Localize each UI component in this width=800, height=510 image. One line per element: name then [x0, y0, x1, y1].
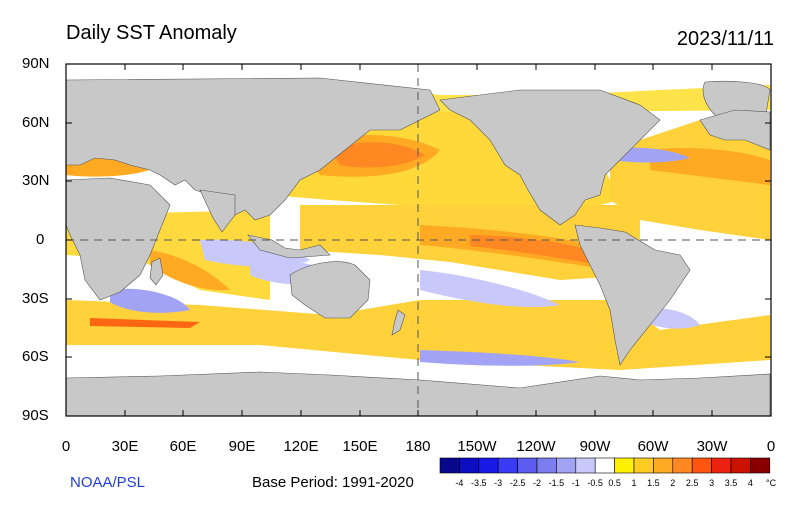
lon-label-90w: 90W	[579, 438, 611, 455]
base-period-label: Base Period: 1991-2020	[252, 474, 414, 491]
scandinavia-landmass	[699, 109, 771, 151]
lat-label-0: 0	[36, 231, 45, 248]
lon-label-120e: 120E	[283, 438, 319, 455]
madagascar-landmass	[149, 257, 164, 286]
colorbar-tick-label: -2	[532, 478, 541, 488]
lat-label-30n: 30N	[22, 172, 50, 189]
lon-label-180: 180	[405, 438, 431, 455]
lat-label-90n: 90N	[22, 55, 50, 72]
colorbar-swatch	[478, 457, 499, 474]
colorbar-swatch	[517, 457, 538, 474]
lon-label-150w: 150W	[457, 438, 497, 455]
colorbar-tick-label: 1	[631, 478, 637, 488]
colorbar-swatch	[691, 457, 712, 474]
colorbar-swatch	[614, 457, 635, 474]
australia-landmass	[289, 261, 371, 319]
colorbar-tick-label: 3	[709, 478, 715, 488]
lon-label-30w: 30W	[696, 438, 728, 455]
colorbar-tick-label: -1.5	[548, 478, 565, 488]
colorbar-swatch	[594, 457, 615, 474]
colorbar-tick-label: -3.5	[471, 478, 487, 488]
africa-landmass	[66, 177, 171, 301]
lon-label-0-right: 0	[766, 438, 776, 455]
new-zealand-landmass	[391, 309, 406, 336]
map-title: Daily SST Anomaly	[66, 22, 237, 44]
north-america-landmass	[439, 89, 661, 226]
colorbar-tick-label: 3.5	[724, 478, 738, 488]
colorbar-swatch	[459, 457, 480, 474]
indonesia-landmass	[247, 234, 331, 259]
colorbar-swatch	[711, 457, 732, 474]
colorbar-tick-label: 2.5	[685, 478, 699, 488]
colorbar-tick-label: 4	[747, 478, 753, 488]
lon-ticks	[65, 64, 772, 416]
colorbar-swatch	[653, 457, 674, 474]
colorbar-swatch	[497, 457, 518, 474]
colorbar-swatch	[536, 457, 557, 474]
colorbar-swatch	[633, 457, 654, 474]
colorbar-tick-label: 2	[670, 478, 676, 488]
credit-label: NOAA/PSL	[70, 474, 146, 491]
colorbar-swatch	[575, 457, 596, 474]
lat-label-30s: 30S	[22, 290, 49, 307]
colorbar-swatch	[750, 457, 771, 474]
lon-label-150e: 150E	[342, 438, 378, 455]
colorbar-unit: °C	[766, 478, 777, 488]
lon-label-0-left: 0	[61, 438, 71, 455]
colorbar-swatch	[439, 457, 460, 474]
colorbar-tick-label: -4	[455, 478, 464, 488]
lon-label-60w: 60W	[637, 438, 669, 455]
colorbar-tick-label: -2.5	[509, 478, 526, 488]
colorbar-tick-label: -1	[571, 478, 580, 488]
colorbar-tick-label: -0.5	[587, 478, 603, 488]
lat-label-60s: 60S	[22, 348, 49, 365]
colorbar-tick-label: 1.5	[647, 478, 660, 488]
lon-label-90e: 90E	[228, 438, 256, 455]
lat-label-90s: 90S	[22, 407, 49, 424]
colorbar-swatch	[672, 457, 693, 474]
colorbar-tick-label: -3	[494, 478, 503, 488]
colorbar-swatch	[556, 457, 577, 474]
india-landmass	[199, 189, 236, 233]
map-date: 2023/11/11	[676, 28, 774, 50]
colorbar-swatch	[730, 457, 751, 474]
colorbar	[439, 457, 771, 474]
lon-label-120w: 120W	[516, 438, 556, 455]
lon-label-60e: 60E	[169, 438, 197, 455]
south-america-landmass	[574, 224, 691, 366]
lat-ticks	[66, 63, 771, 417]
lon-label-30e: 30E	[111, 438, 139, 455]
lat-label-60n: 60N	[22, 114, 50, 131]
colorbar-tick-label: 0.5	[608, 478, 621, 488]
